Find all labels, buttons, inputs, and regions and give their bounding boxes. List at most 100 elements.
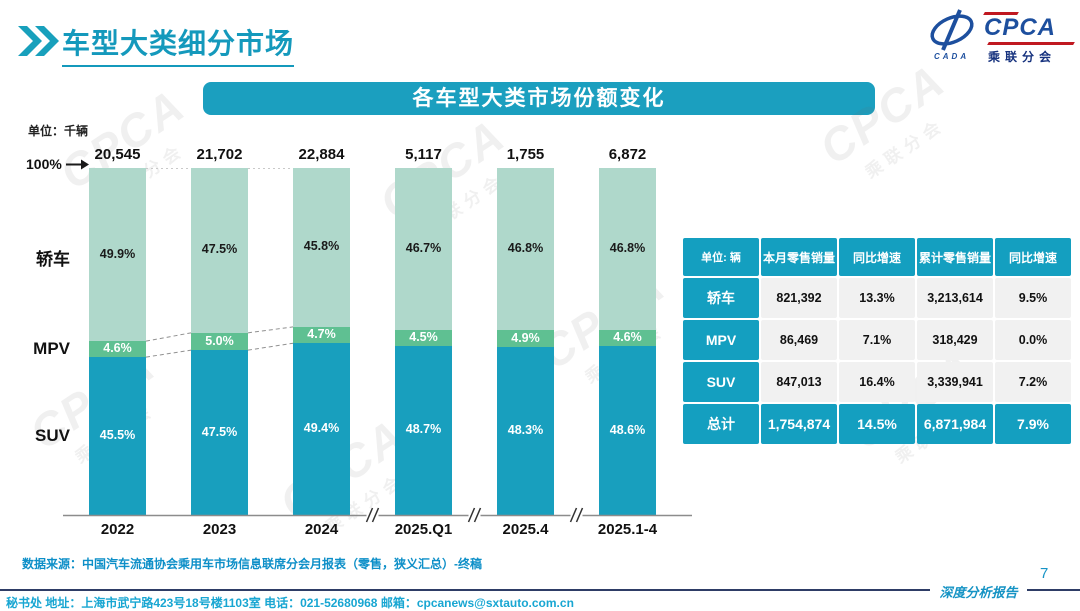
table-row-label: SUV <box>683 362 759 402</box>
segment-value-label: 48.7% <box>405 422 442 437</box>
cpca-swoosh-icon <box>930 9 974 51</box>
bar-column: 45.8% 4.7% 49.4% <box>293 168 350 515</box>
unit-label: 单位：千辆 <box>28 124 89 138</box>
segment-value-label: 4.5% <box>409 329 438 344</box>
page-number: 7 <box>1040 565 1049 582</box>
table-header-cell: 同比增速 <box>995 238 1071 276</box>
logo-cada-text: CADA <box>934 52 970 61</box>
segment-value-label: 48.3% <box>507 423 544 438</box>
table-cell: 318,429 <box>917 320 993 360</box>
x-axis-tick: 2023 <box>202 521 237 538</box>
bar-segment-MPV <box>599 330 656 347</box>
axis-100-label: 100% <box>26 156 62 172</box>
segment-value-label: 4.9% <box>511 330 540 345</box>
datasource-note: 数据来源：中国汽车流通协会乘用车市场信息联席分会月报表（零售，狭义汇总）-终稿 <box>22 557 482 571</box>
bar-segment-轿车 <box>89 168 146 342</box>
bar-segment-轿车 <box>497 168 554 331</box>
x-axis-tick: 2022 <box>100 521 135 538</box>
bar-segment-MPV <box>89 341 146 358</box>
segment-value-label: 49.4% <box>303 420 340 435</box>
table-header-cell: 累计零售销量 <box>917 238 993 276</box>
table-cell: 0.0% <box>995 320 1071 360</box>
bar-segment-轿车 <box>395 168 452 331</box>
table-header-cell: 本月零售销量 <box>761 238 837 276</box>
table-cell: 13.3% <box>839 278 915 318</box>
bar-total: 21,702 <box>196 146 243 163</box>
footer-divider-right <box>1027 589 1080 591</box>
x-axis-tick: 2025.Q1 <box>394 521 453 538</box>
table-cell: 6,871,984 <box>917 404 993 444</box>
segment-value-label: 5.0% <box>205 333 234 348</box>
table-header-cell: 同比增速 <box>839 238 915 276</box>
table-cell: 3,339,941 <box>917 362 993 402</box>
bar-segment-SUV <box>395 345 452 515</box>
bar-column: 46.7% 4.5% 48.7% <box>395 168 452 515</box>
summary-table: 单位: 辆本月零售销量 同比增速 累计零售销量 同比增速 轿车 821,392 13.3% 3… <box>683 238 1071 444</box>
bar-column: 47.5% 5.0% 47.5% <box>191 168 248 515</box>
x-axis-tick: 2025.1-4 <box>597 521 658 538</box>
segment-value-label: 46.7% <box>405 241 442 256</box>
table-cell: 821,392 <box>761 278 837 318</box>
bar-column: 46.8% 4.9% 48.3% <box>497 168 554 515</box>
segment-value-label: 46.8% <box>609 241 646 256</box>
table-cell: 14.5% <box>839 404 915 444</box>
bar-segment-SUV <box>89 357 146 515</box>
table-row-label: MPV <box>683 320 759 360</box>
contact-info: 秘书处 地址：上海市武宁路423号18号楼1103室 电话：021-526809… <box>6 596 574 610</box>
segment-value-label: 49.9% <box>99 246 136 261</box>
bar-segment-轿车 <box>599 168 656 331</box>
table-cell: 847,013 <box>761 362 837 402</box>
page-title: 车型大类细分市场 <box>62 22 295 67</box>
table-cell: 3,213,614 <box>917 278 993 318</box>
series-label-轿车: 轿车 <box>36 249 70 269</box>
bar-segment-SUV <box>293 343 350 515</box>
bar-total: 6,872 <box>608 146 647 163</box>
logo-cpca-text: CPCA <box>984 14 1057 41</box>
bar-segment-MPV <box>497 330 554 348</box>
bar-segment-轿车 <box>293 168 350 327</box>
bar-segment-SUV <box>599 346 656 515</box>
logo-red-line <box>987 42 1075 45</box>
segment-value-label: 4.6% <box>613 330 642 345</box>
bar-total: 5,117 <box>405 146 442 163</box>
segment-value-label: 46.8% <box>507 241 544 256</box>
table-cell: 1,754,874 <box>761 404 837 444</box>
chart-title-banner: 各车型大类市场份额变化 <box>203 82 875 115</box>
bar-segment-轿车 <box>191 168 248 333</box>
table-cell: 7.9% <box>995 404 1071 444</box>
cpca-logo: CPCA 乘联分会 CADA <box>922 8 1077 64</box>
segment-value-label: 45.8% <box>303 239 340 254</box>
table-row-label: 总计 <box>683 404 759 444</box>
table-cell: 16.4% <box>839 362 915 402</box>
bar-total: 20,545 <box>94 146 141 163</box>
segment-value-label: 4.7% <box>307 327 336 342</box>
bar-segment-MPV <box>395 330 452 346</box>
segment-value-label: 47.5% <box>201 242 238 257</box>
bar-column: 46.8% 4.6% 48.6% <box>599 168 656 515</box>
table-cell: 7.2% <box>995 362 1071 402</box>
segment-value-label: 47.5% <box>201 424 238 439</box>
bar-segment-SUV <box>191 350 248 515</box>
segment-value-label: 48.6% <box>609 422 646 437</box>
series-label-SUV: SUV <box>35 426 70 446</box>
segment-value-label: 4.6% <box>103 341 132 356</box>
logo-subtitle: 乘联分会 <box>988 50 1057 64</box>
bar-segment-SUV <box>497 347 554 515</box>
bar-segment-MPV <box>293 326 350 344</box>
report-type-label: 深度分析报告 <box>939 585 1018 600</box>
table-row-label: 轿车 <box>683 278 759 318</box>
bar-total: 1,755 <box>506 146 545 163</box>
bar-column: 49.9% 4.6% 45.5% <box>89 168 146 515</box>
segment-value-label: 45.5% <box>99 428 136 443</box>
table-cell: 86,469 <box>761 320 837 360</box>
x-axis-tick: 2024 <box>304 521 339 538</box>
bar-total: 22,884 <box>298 146 345 163</box>
x-axis-tick: 2025.4 <box>502 521 549 538</box>
series-label-MPV: MPV <box>33 339 70 359</box>
footer-divider-left <box>0 589 930 591</box>
double-chevron-icon <box>18 26 59 56</box>
table-unit-header: 单位: 辆 <box>683 238 759 276</box>
table-cell: 7.1% <box>839 320 915 360</box>
